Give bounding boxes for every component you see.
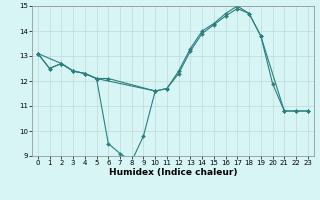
X-axis label: Humidex (Indice chaleur): Humidex (Indice chaleur) — [108, 168, 237, 177]
